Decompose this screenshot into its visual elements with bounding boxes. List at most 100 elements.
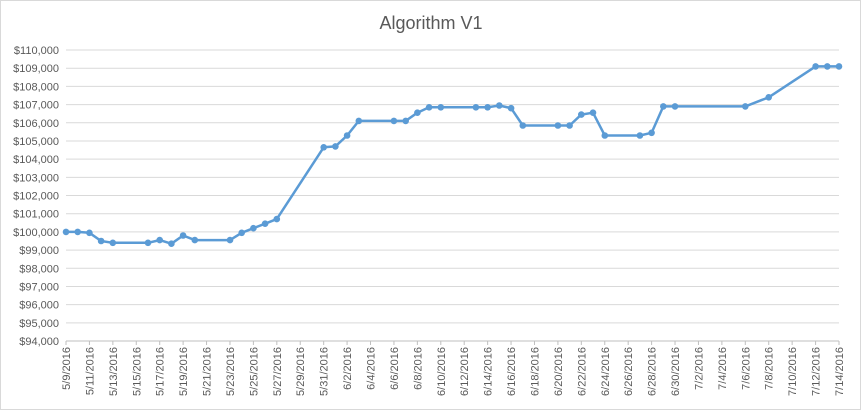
x-tick-label: 5/21/2016 (202, 347, 214, 396)
x-tick-label: 6/10/2016 (436, 347, 448, 396)
data-point (671, 103, 679, 110)
x-tick-label: 7/4/2016 (717, 347, 729, 390)
gridlines (66, 49, 839, 342)
y-tick-label: $106,000 (13, 118, 59, 130)
y-tick-label: $96,000 (19, 300, 59, 312)
data-point (765, 94, 772, 101)
y-tick-label: $105,000 (13, 136, 59, 148)
data-point (589, 109, 597, 116)
x-tick-label: 5/11/2016 (84, 347, 96, 395)
x-axis: 5/9/2016 5/11/2016 5/13/2016 5/15/2016 5/17/… (61, 340, 846, 396)
data-point (578, 111, 585, 118)
data-point (519, 122, 527, 129)
data-point (402, 117, 410, 125)
data-point (414, 109, 421, 116)
x-tick-label: 5/23/2016 (225, 347, 237, 396)
y-tick-label: $101,000 (13, 209, 59, 221)
data-point (226, 236, 234, 244)
data-point (636, 132, 644, 139)
data-point (97, 237, 105, 245)
y-tick-label: $97,000 (19, 281, 59, 293)
x-tick-label: 7/8/2016 (764, 347, 776, 390)
y-axis: $94,000 $95,000 $96,000 $97,000 $98,000 $99,0… (13, 45, 59, 348)
data-point (86, 229, 93, 237)
data-point (109, 239, 117, 247)
x-tick-label: 6/14/2016 (483, 347, 495, 396)
y-tick-label: $103,000 (13, 172, 59, 184)
x-tick-label: 6/2/2016 (342, 347, 354, 390)
x-tick-label: 6/16/2016 (506, 347, 518, 396)
y-tick-label: $108,000 (13, 81, 59, 93)
data-point (156, 236, 163, 244)
series-layer (62, 63, 843, 247)
x-tick-label: 6/4/2016 (366, 347, 378, 390)
data-point (320, 144, 328, 151)
data-point (390, 117, 398, 125)
data-point (835, 63, 843, 70)
data-point (554, 122, 562, 129)
x-tick-label: 6/6/2016 (389, 347, 401, 390)
data-point (507, 104, 515, 112)
x-tick-label: 5/9/2016 (61, 347, 73, 390)
data-point (566, 122, 573, 129)
x-tick-label: 6/20/2016 (553, 347, 565, 396)
data-point (191, 236, 199, 244)
y-tick-label: $95,000 (19, 318, 59, 330)
x-tick-label: 5/29/2016 (295, 347, 307, 396)
data-point (343, 132, 351, 139)
x-tick-label: 6/26/2016 (623, 347, 635, 396)
data-point (484, 104, 491, 111)
data-point (179, 232, 187, 239)
x-tick-label: 5/15/2016 (131, 347, 143, 396)
data-point (144, 239, 152, 247)
x-tick-label: 7/6/2016 (740, 347, 752, 390)
x-tick-label: 5/17/2016 (155, 347, 167, 396)
data-point (250, 224, 257, 232)
x-tick-label: 6/18/2016 (529, 347, 541, 396)
x-tick-label: 6/28/2016 (647, 347, 659, 396)
chart-title: Algorithm V1 (379, 13, 482, 33)
x-tick-label: 6/24/2016 (600, 347, 612, 396)
data-point (238, 229, 245, 237)
y-tick-label: $110,000 (14, 45, 59, 57)
data-point (74, 228, 81, 236)
x-tick-label: 7/2/2016 (693, 347, 705, 390)
series-line (66, 65, 839, 245)
data-point (437, 104, 445, 111)
data-point (472, 104, 480, 111)
data-point (601, 132, 609, 139)
data-point (824, 63, 831, 70)
x-tick-label: 5/13/2016 (108, 347, 120, 396)
x-tick-label: 5/27/2016 (272, 347, 284, 396)
data-point (742, 103, 749, 110)
data-point (261, 220, 269, 227)
y-tick-label: $104,000 (13, 154, 59, 166)
data-point (332, 143, 339, 150)
x-tick-label: 5/31/2016 (319, 347, 331, 396)
data-point (648, 129, 655, 137)
x-tick-label: 7/14/2016 (834, 347, 846, 396)
x-tick-label: 6/22/2016 (576, 347, 588, 396)
x-tick-label: 6/12/2016 (459, 347, 471, 396)
y-tick-label: $99,000 (19, 245, 59, 257)
data-point (355, 117, 363, 125)
data-point (168, 240, 175, 247)
y-tick-label: $109,000 (13, 63, 59, 75)
x-tick-label: 7/12/2016 (811, 347, 823, 396)
x-tick-label: 7/10/2016 (787, 347, 799, 396)
data-point (660, 103, 667, 110)
y-tick-label: $98,000 (19, 263, 59, 275)
x-tick-label: 5/25/2016 (248, 347, 260, 396)
data-point (425, 104, 433, 111)
data-point (496, 102, 503, 109)
x-tick-label: 6/30/2016 (670, 347, 682, 396)
data-point (273, 215, 281, 223)
y-tick-label: $100,000 (13, 227, 59, 239)
y-tick-label: $94,000 (19, 336, 59, 348)
data-point (62, 228, 70, 236)
x-tick-label: 5/19/2016 (178, 347, 190, 396)
data-point (812, 63, 819, 70)
x-tick-label: 6/8/2016 (412, 347, 424, 390)
